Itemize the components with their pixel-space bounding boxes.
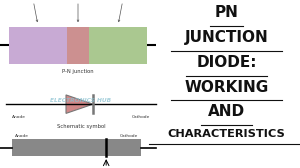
- Bar: [9, 27, 67, 64]
- Text: Anode: Anode: [15, 134, 29, 138]
- Text: CHARACTERISTICS: CHARACTERISTICS: [168, 129, 285, 139]
- Text: JUNCTION: JUNCTION: [184, 30, 268, 45]
- Bar: [89, 27, 147, 64]
- Text: PN: PN: [214, 5, 239, 20]
- Polygon shape: [66, 95, 93, 113]
- Text: P-N junction: P-N junction: [62, 69, 94, 74]
- Text: Schematic symbol: Schematic symbol: [57, 124, 105, 129]
- Text: Anode: Anode: [12, 115, 26, 119]
- Text: AND: AND: [208, 104, 245, 119]
- Text: P-type
material: P-type material: [23, 0, 41, 22]
- Text: Cathode: Cathode: [120, 134, 138, 138]
- Text: DIODE:: DIODE:: [196, 55, 257, 70]
- Text: Cathode: Cathode: [132, 115, 150, 119]
- Text: WORKING: WORKING: [184, 80, 268, 95]
- Text: ELECTRONICS HUB: ELECTRONICS HUB: [50, 98, 112, 103]
- Text: Depletion
region: Depletion region: [68, 0, 88, 22]
- Text: N-type
material: N-type material: [115, 0, 133, 22]
- Bar: [67, 27, 89, 64]
- Bar: [12, 139, 141, 156]
